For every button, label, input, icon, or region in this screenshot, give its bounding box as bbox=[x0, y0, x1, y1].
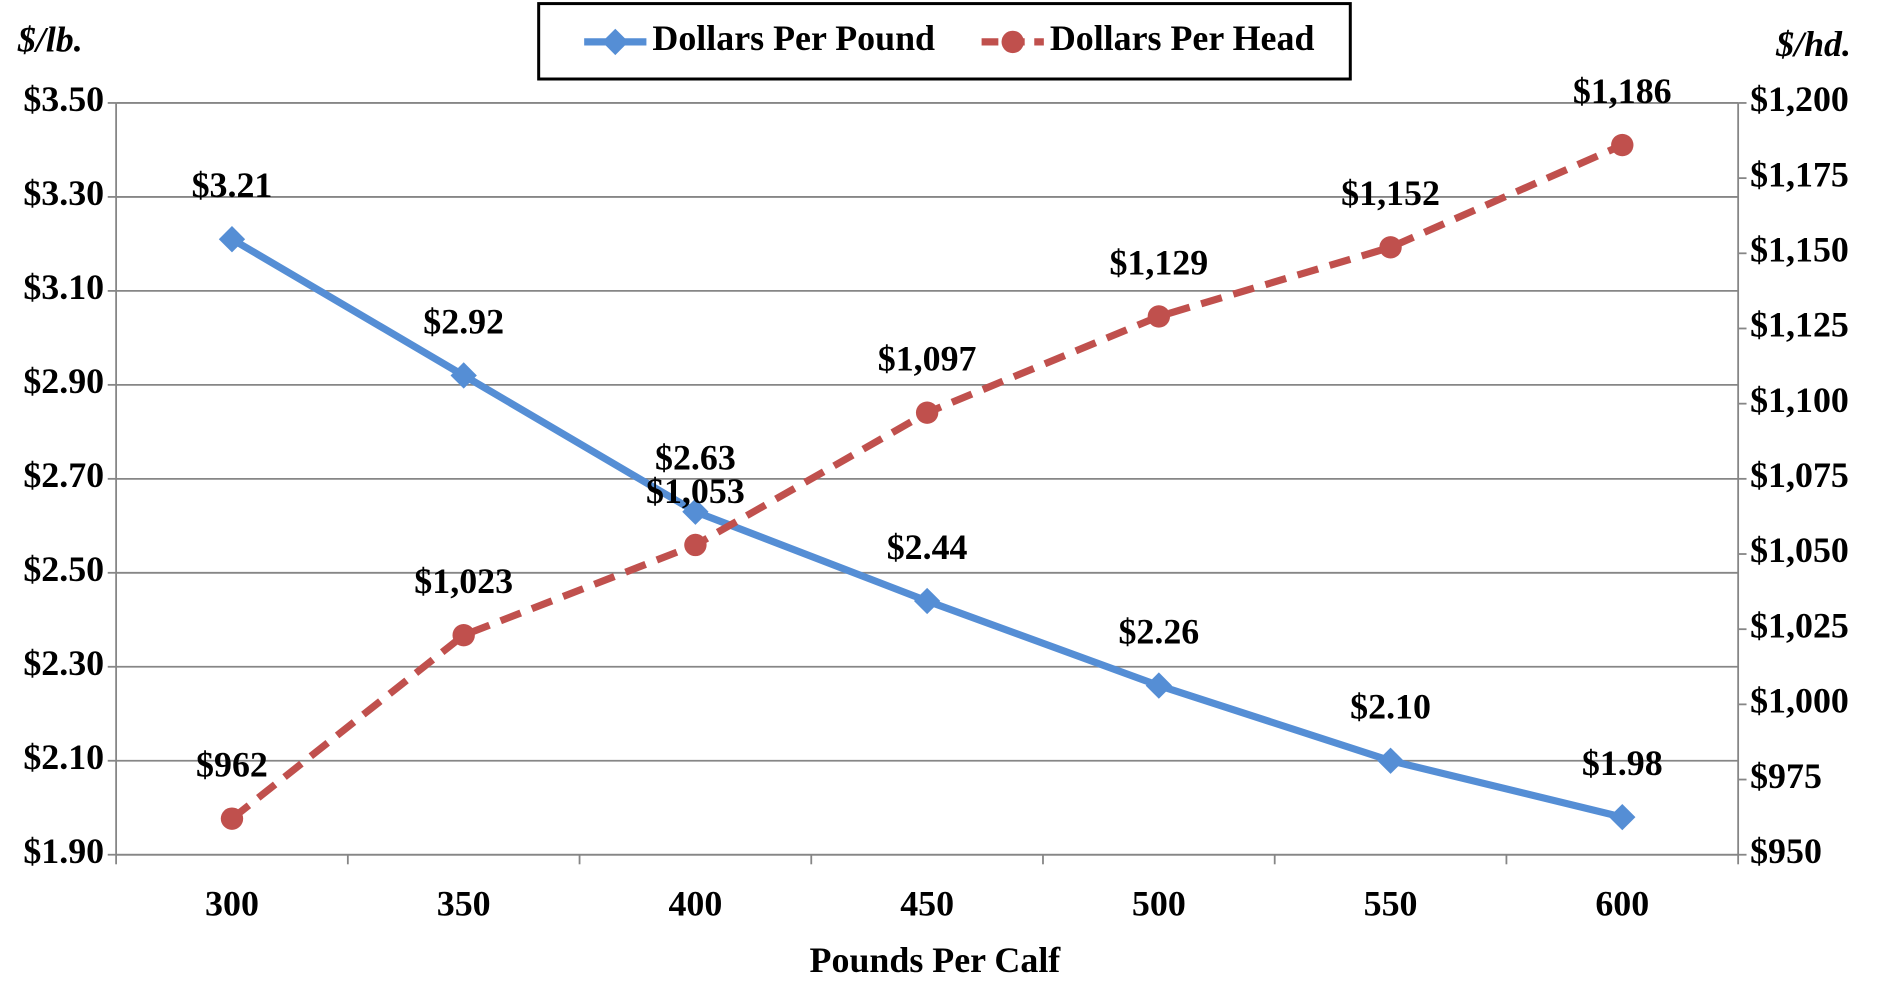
y2-tick-label: $950 bbox=[1750, 831, 1822, 871]
legend-label: Dollars Per Pound bbox=[652, 18, 935, 58]
data-point bbox=[1609, 803, 1636, 831]
y2-tick-label: $1,000 bbox=[1750, 681, 1849, 721]
data-label: $2.63 bbox=[655, 438, 736, 478]
data-point bbox=[1611, 133, 1634, 157]
data-point bbox=[913, 587, 941, 615]
data-point bbox=[1377, 747, 1404, 774]
x-tick-label: 600 bbox=[1595, 884, 1649, 924]
x-tick-label: 500 bbox=[1132, 884, 1186, 924]
data-point bbox=[452, 624, 475, 647]
x-tick-label: 450 bbox=[900, 884, 954, 924]
data-label: $3.21 bbox=[192, 165, 273, 205]
legend-marker bbox=[1001, 30, 1024, 54]
data-label: $1,129 bbox=[1109, 242, 1208, 282]
y2-axis-title: $/hd. bbox=[1775, 24, 1851, 64]
y-tick-label: $1.90 bbox=[23, 831, 104, 871]
x-tick-label: 350 bbox=[437, 884, 491, 924]
y2-tick-label: $1,025 bbox=[1750, 605, 1849, 645]
legend-box bbox=[537, 2, 1352, 81]
data-label: $1,152 bbox=[1341, 173, 1440, 213]
y-tick-label: $3.10 bbox=[23, 267, 104, 307]
data-point bbox=[1147, 305, 1171, 328]
data-point bbox=[450, 362, 477, 389]
y-tick-label: $3.30 bbox=[23, 173, 104, 213]
x-axis-title: Pounds Per Calf bbox=[810, 940, 1062, 980]
y-tick-label: $2.90 bbox=[23, 361, 104, 401]
data-label: $2.44 bbox=[887, 527, 968, 567]
data-label: $962 bbox=[196, 745, 268, 785]
y-tick-label: $2.50 bbox=[23, 549, 104, 589]
data-label: $2.92 bbox=[423, 301, 504, 341]
x-tick-label: 300 bbox=[205, 884, 259, 924]
y-tick-label: $2.10 bbox=[23, 737, 104, 777]
data-point bbox=[682, 498, 709, 525]
legend-label: Dollars Per Head bbox=[1050, 18, 1315, 58]
data-label: $1,186 bbox=[1573, 71, 1672, 111]
y-tick-label: $2.70 bbox=[23, 455, 104, 495]
data-point bbox=[1145, 672, 1173, 699]
y-tick-label: $2.30 bbox=[23, 643, 104, 683]
y2-tick-label: $1,150 bbox=[1750, 230, 1849, 270]
data-label: $1,053 bbox=[646, 471, 745, 511]
data-label: $1,097 bbox=[878, 339, 977, 379]
y2-tick-label: $1,175 bbox=[1750, 154, 1849, 194]
x-tick-label: 550 bbox=[1364, 884, 1418, 924]
y2-tick-label: $1,050 bbox=[1750, 530, 1849, 570]
y2-tick-label: $1,100 bbox=[1750, 380, 1849, 420]
y2-tick-label: $1,125 bbox=[1750, 305, 1849, 345]
data-point bbox=[220, 807, 244, 830]
y2-tick-label: $1,075 bbox=[1750, 455, 1849, 495]
data-point bbox=[684, 533, 707, 557]
y-axis-title: $/lb. bbox=[17, 19, 83, 59]
legend-marker bbox=[602, 28, 629, 56]
data-label: $2.10 bbox=[1350, 687, 1431, 727]
data-point bbox=[218, 226, 246, 253]
data-point bbox=[915, 401, 939, 424]
y2-tick-label: $975 bbox=[1750, 756, 1822, 796]
data-point bbox=[1379, 236, 1402, 259]
y2-tick-label: $1,200 bbox=[1750, 79, 1849, 119]
data-label: $1.98 bbox=[1582, 743, 1663, 783]
data-label: $2.26 bbox=[1118, 612, 1199, 652]
data-label: $1,023 bbox=[414, 561, 513, 601]
y-tick-label: $3.50 bbox=[23, 79, 104, 119]
x-tick-label: 400 bbox=[668, 884, 722, 924]
